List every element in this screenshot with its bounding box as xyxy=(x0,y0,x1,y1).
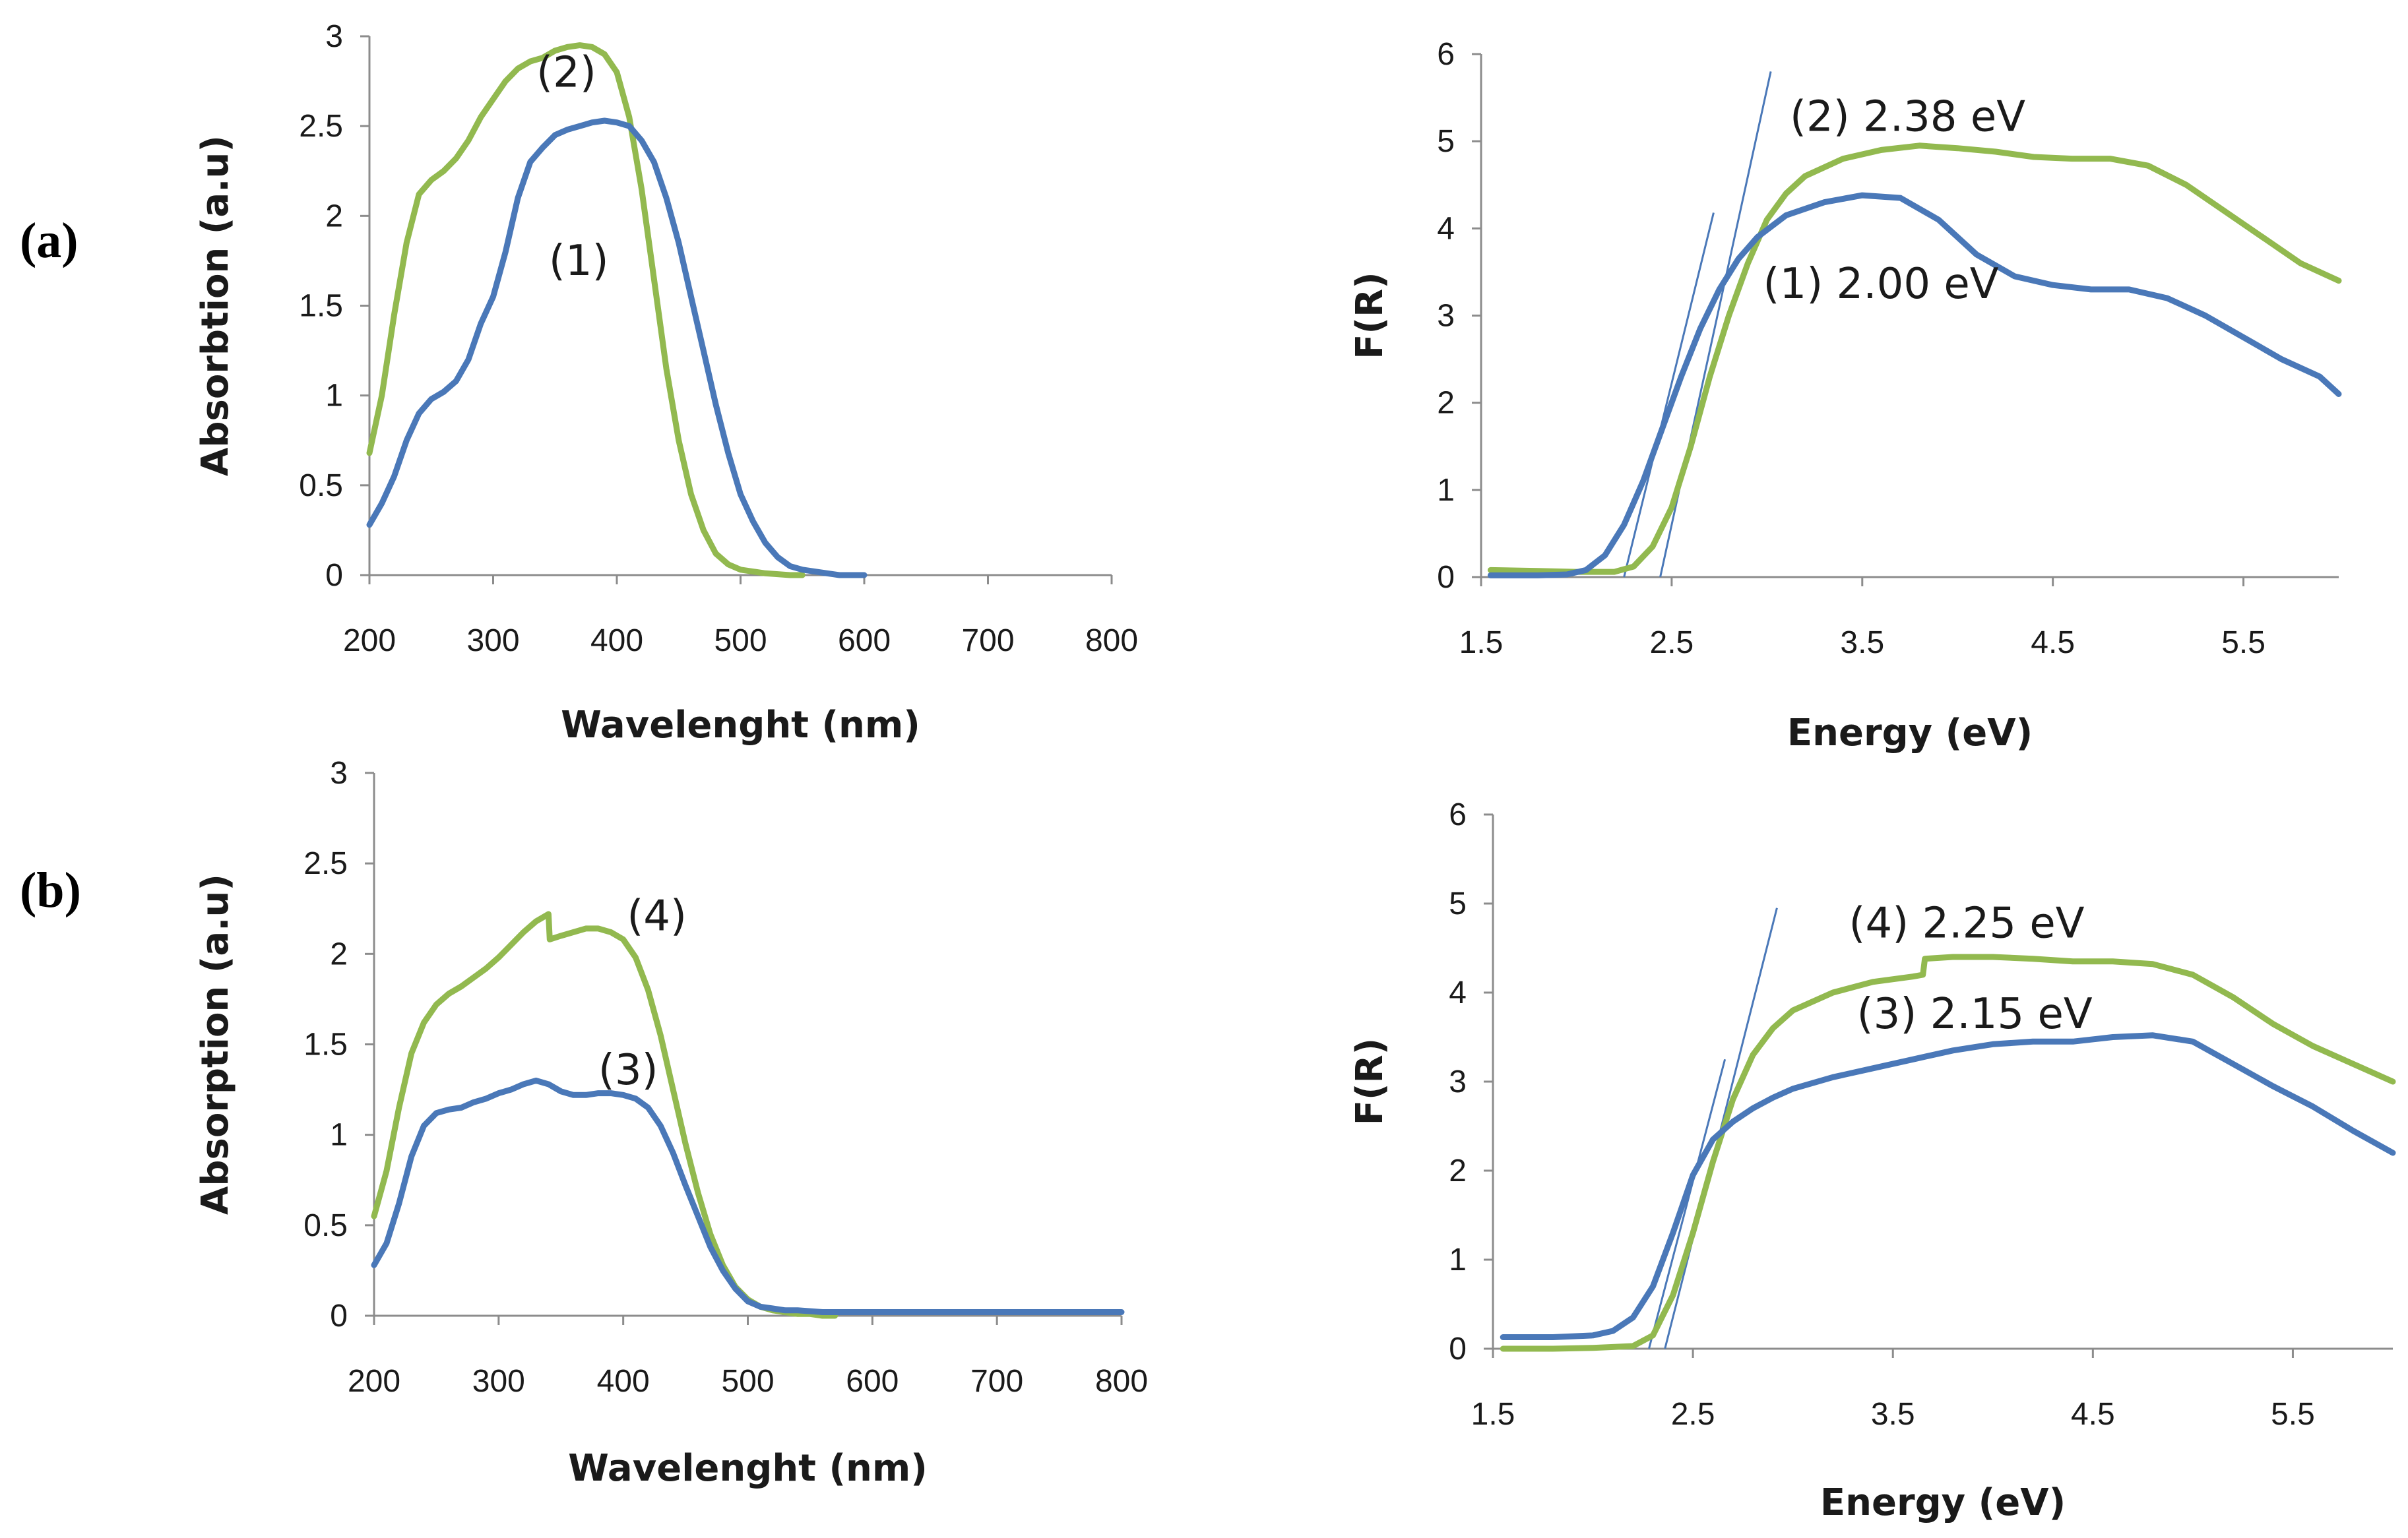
y-tick-label: 2 xyxy=(325,199,343,233)
x-tick-label: 400 xyxy=(590,623,643,658)
x-tick-label: 700 xyxy=(961,623,1014,658)
y-tick-label: 3 xyxy=(1449,1064,1467,1099)
x-tick-label: 4.5 xyxy=(2031,625,2075,660)
x-tick-label: 500 xyxy=(721,1364,774,1399)
series-annotation: (2) xyxy=(536,48,596,97)
panel-label-a: (a) xyxy=(20,213,79,268)
x-tick-label: 300 xyxy=(472,1364,525,1399)
x-tick-label: 800 xyxy=(1095,1364,1148,1399)
x-axis-title: Energy (eV) xyxy=(1820,1481,2066,1524)
series-line-blue xyxy=(366,117,868,578)
x-tick-label: 200 xyxy=(348,1364,400,1399)
x-axis-title: Energy (eV) xyxy=(1787,712,2033,754)
y-tick-label: 3 xyxy=(1437,299,1455,334)
x-tick-label: 3.5 xyxy=(1871,1397,1915,1432)
tangent-line xyxy=(1623,212,1715,578)
x-tick-label: 200 xyxy=(343,623,396,658)
series-annotation: (4) 2.25 eV xyxy=(1849,899,2085,948)
y-tick-label: 0 xyxy=(325,558,343,593)
series-line-blue xyxy=(1500,1032,2396,1340)
y-tick-label: 2 xyxy=(1449,1154,1467,1188)
x-tick-label: 500 xyxy=(714,623,767,658)
chart-b_energy: 0 1 2 3 4 5 6 1.5 2.5 3.5 4.5 5.5 Energy (eV) F(R) (4)… xyxy=(1348,797,2396,1524)
y-tick-label: 0 xyxy=(1449,1332,1467,1367)
x-tick-label: 1.5 xyxy=(1471,1397,1515,1432)
tangent-line xyxy=(1659,71,1772,578)
series-line-blue xyxy=(1487,192,2342,578)
y-tick-label: 2 xyxy=(330,937,348,971)
y-tick-label: 1 xyxy=(1437,473,1455,508)
chart-b_absorption: 0 0.5 1 1.5 2 2.5 3 200 300 400 500 600 700 800 Wavele… xyxy=(194,756,1148,1490)
y-tick-label: 1 xyxy=(1449,1243,1467,1277)
chart-a_absorption: 0 0.5 1 1.5 2 2.5 3 200 300 400 500 600 700 800 Wavele… xyxy=(194,19,1138,747)
series-line-green xyxy=(366,42,806,578)
tangent-line xyxy=(1647,1059,1727,1349)
x-tick-label: 4.5 xyxy=(2071,1397,2115,1432)
x-tick-label: 5.5 xyxy=(2221,625,2265,660)
y-tick-label: 4 xyxy=(1449,975,1467,1010)
series-line-green xyxy=(371,911,839,1319)
y-tick-label: 6 xyxy=(1449,797,1467,832)
series-annotation: (2) 2.38 eV xyxy=(1790,92,2025,141)
chart-a_energy: 0 1 2 3 4 5 6 1.5 2.5 3.5 4.5 5.5 Energy (eV) F(R) (2)… xyxy=(1348,37,2342,754)
x-tick-label: 800 xyxy=(1085,623,1138,658)
x-axis-title: Wavelenght (nm) xyxy=(561,704,920,747)
y-tick-label: 1 xyxy=(325,379,343,414)
x-tick-label: 5.5 xyxy=(2271,1397,2315,1432)
x-tick-label: 300 xyxy=(466,623,519,658)
y-axis-title: Absorption (a.u) xyxy=(194,874,237,1215)
series-annotation: (1) xyxy=(549,237,609,286)
x-tick-label: 600 xyxy=(846,1364,899,1399)
y-tick-label: 5 xyxy=(1449,886,1467,921)
y-tick-label: 0 xyxy=(1437,560,1455,595)
x-tick-label: 700 xyxy=(970,1364,1023,1399)
y-tick-label: 1.5 xyxy=(299,289,343,324)
y-tick-label: 0.5 xyxy=(299,468,343,503)
x-tick-label: 3.5 xyxy=(1840,625,1884,660)
x-axis-title: Wavelenght (nm) xyxy=(568,1447,928,1490)
y-tick-label: 2 xyxy=(1437,386,1455,421)
series-annotation: (3) xyxy=(598,1046,658,1095)
y-axis-title: F(R) xyxy=(1348,272,1391,359)
y-tick-label: 4 xyxy=(1437,211,1455,246)
y-tick-label: 3 xyxy=(330,756,348,791)
y-tick-label: 3 xyxy=(325,19,343,54)
x-tick-label: 2.5 xyxy=(1671,1397,1715,1432)
series-annotation: (4) xyxy=(627,892,687,941)
series-line-green xyxy=(1487,142,2342,575)
series-annotation: (3) 2.15 eV xyxy=(1857,990,2093,1039)
series-annotation: (1) 2.00 eV xyxy=(1763,260,1999,309)
y-tick-label: 0 xyxy=(330,1299,348,1334)
x-tick-label: 2.5 xyxy=(1650,625,1694,660)
y-tick-label: 5 xyxy=(1437,124,1455,159)
y-tick-label: 0.5 xyxy=(303,1208,348,1243)
x-tick-label: 1.5 xyxy=(1459,625,1504,660)
x-tick-label: 400 xyxy=(597,1364,650,1399)
y-axis-title: F(R) xyxy=(1348,1038,1391,1126)
y-axis-title: Absorbtion (a.u) xyxy=(194,135,237,476)
y-tick-label: 1 xyxy=(330,1118,348,1153)
y-tick-label: 2.5 xyxy=(303,846,348,881)
x-tick-label: 600 xyxy=(838,623,891,658)
y-tick-label: 2.5 xyxy=(299,109,343,144)
panel-label-b: (b) xyxy=(20,863,81,918)
series-line-green xyxy=(1500,954,2396,1352)
series-line-blue xyxy=(371,1077,1125,1315)
y-tick-label: 1.5 xyxy=(303,1028,348,1062)
y-tick-label: 6 xyxy=(1437,37,1455,72)
